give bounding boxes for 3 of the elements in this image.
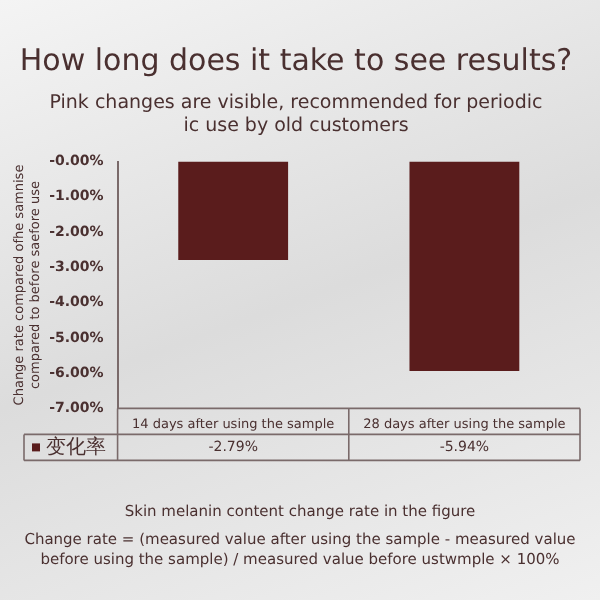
legend-label: 变化率 [46,434,106,459]
chart-title: How long does it take to see results? [19,41,573,78]
chart-subtitle: Pink changes are visible, recommended for periodic ic use by old customers [49,92,543,138]
